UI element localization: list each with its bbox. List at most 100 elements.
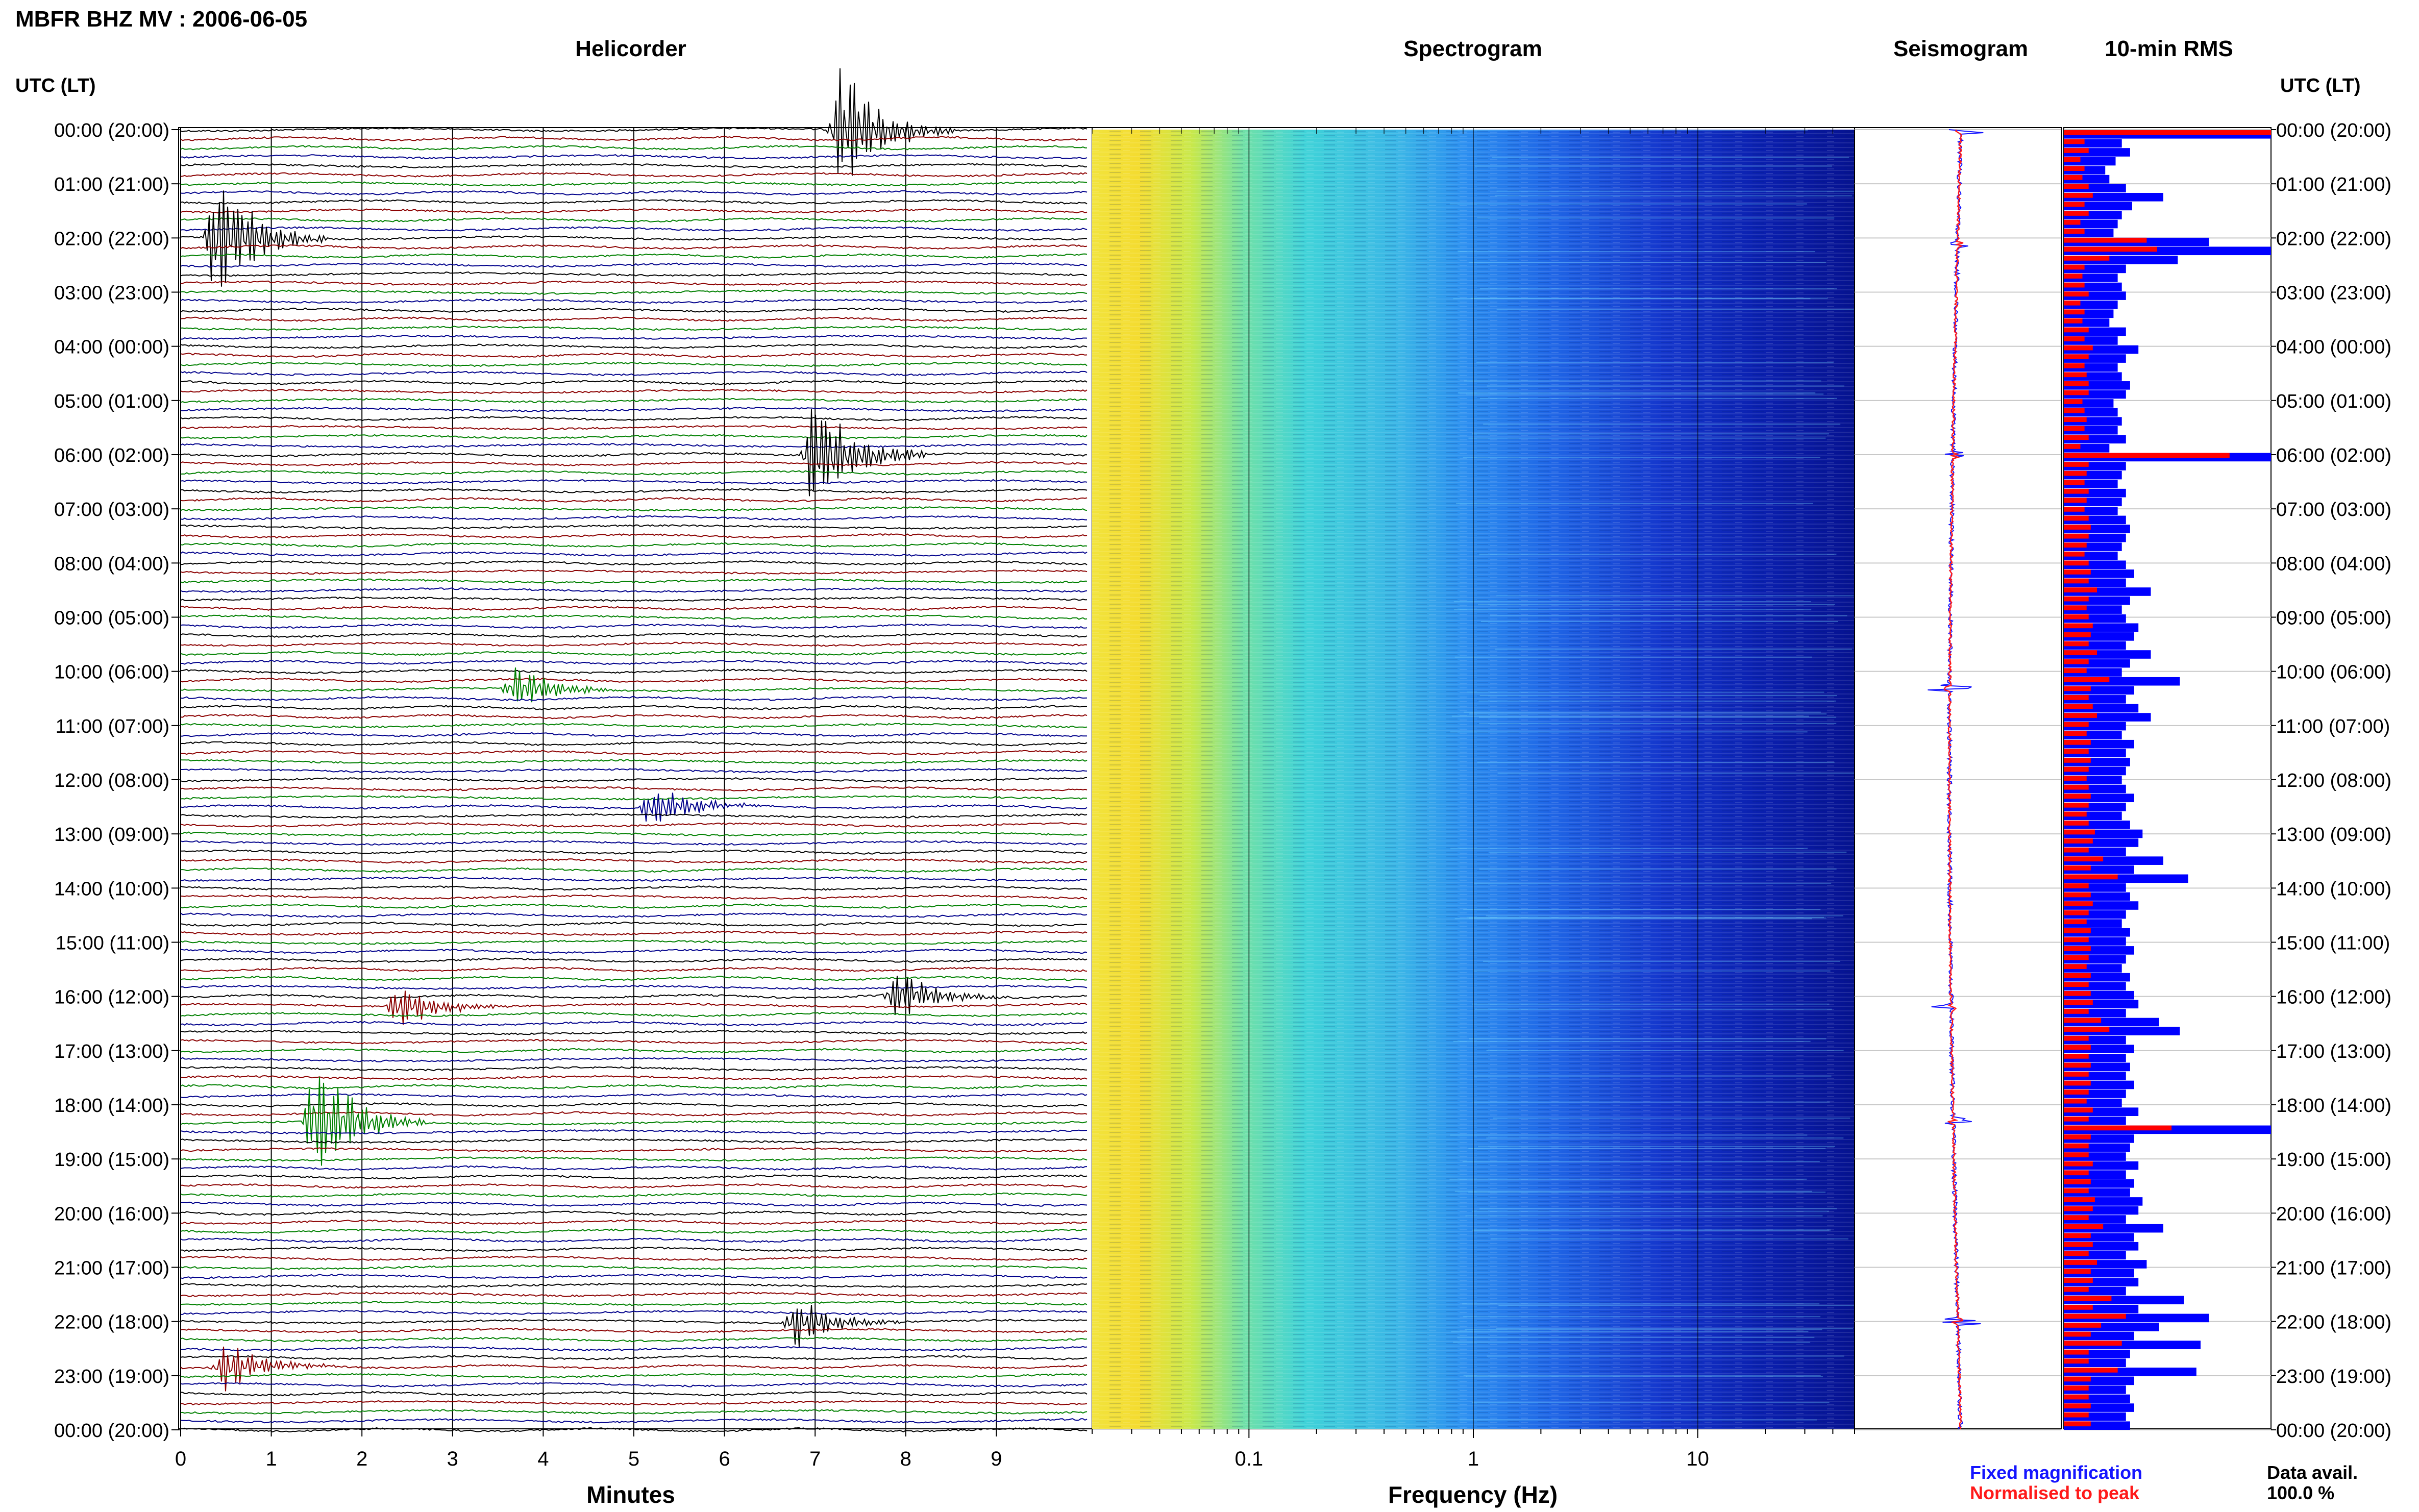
- spectrogram-streak: [1450, 731, 1808, 733]
- helicorder-trace: [180, 1373, 1088, 1379]
- helicorder-trace: [180, 1336, 1088, 1343]
- time-label-left: 19:00 (15:00): [54, 1149, 169, 1171]
- spectrogram-streak: [1491, 1238, 1848, 1240]
- time-label-left: 18:00 (14:00): [54, 1095, 169, 1117]
- spectrogram-streak: [1486, 1137, 1844, 1139]
- rms-bar-normalised: [2064, 372, 2087, 378]
- helicorder-trace: [180, 569, 1088, 575]
- time-label-left: 23:00 (19:00): [54, 1366, 169, 1387]
- rms-bar-normalised: [2064, 157, 2081, 162]
- spectrogram-streak: [1477, 604, 1835, 605]
- rms-bar-normalised: [2064, 1341, 2122, 1346]
- helicorder-trace: [180, 1030, 1088, 1035]
- helicorder-trace: [180, 792, 1088, 822]
- spectrogram-streak: [1479, 716, 1837, 718]
- helicorder-trace: [180, 894, 1088, 900]
- spectrogram-streak: [1456, 503, 1814, 504]
- helicorder-trace: [180, 172, 1088, 178]
- time-label-right: 00:00 (20:00): [2276, 1420, 2391, 1442]
- helicorder-trace: [180, 1255, 1088, 1261]
- rms-bar-normalised: [2064, 1080, 2091, 1086]
- helicorder-trace: [180, 976, 1088, 1015]
- rms-bar-normalised: [2064, 327, 2089, 333]
- helicorder-trace: [180, 1165, 1088, 1171]
- helicorder-x-axis: 0 1 2 3 4 5 6 7 8 9: [175, 1429, 1002, 1470]
- spectrogram-streak: [1472, 433, 1830, 435]
- rms-bar-normalised: [2064, 1296, 2112, 1301]
- rms-bar-normalised: [2064, 462, 2089, 467]
- helicorder-trace: [180, 416, 1088, 422]
- helicorder-trace: [180, 307, 1088, 313]
- rms-bar-normalised: [2064, 1116, 2089, 1122]
- spectrogram-streak: [1458, 392, 1816, 393]
- helicorder-trace: [180, 1301, 1088, 1306]
- helicorder-trace: [180, 1111, 1088, 1117]
- spectrogram-streak: [1472, 1229, 1830, 1231]
- helicorder-trace: [180, 1382, 1088, 1387]
- helicorder-trace: [180, 740, 1088, 747]
- time-label-left: 20:00 (16:00): [54, 1203, 169, 1225]
- spectrogram-streak: [1495, 195, 1853, 196]
- helicorder-trace: [180, 939, 1088, 945]
- rms-bar-normalised: [2064, 928, 2091, 933]
- helicorder-trace: [181, 659, 1088, 665]
- spectrogram-streak: [1469, 917, 1826, 919]
- helicorder-trace: [180, 1147, 1088, 1153]
- time-label-left: 14:00 (10:00): [54, 878, 169, 900]
- time-label-right: 03:00 (23:00): [2276, 283, 2391, 304]
- rms-bar-normalised: [2064, 668, 2087, 674]
- rms-bar-normalised: [2064, 264, 2085, 270]
- time-label-right: 07:00 (03:00): [2276, 499, 2391, 520]
- helicorder-trace: [180, 199, 1088, 205]
- time-label-left: 05:00 (01:00): [54, 391, 169, 412]
- helicorder-trace: [180, 461, 1088, 467]
- rms-bar-normalised: [2064, 919, 2087, 925]
- spectrogram-streak: [1472, 1003, 1830, 1005]
- rms-bar-normalised: [2064, 605, 2087, 611]
- rms-bar-normalised: [2064, 1134, 2091, 1139]
- rms-bar-normalised: [2064, 1376, 2091, 1382]
- time-label-right: 08:00 (04:00): [2276, 553, 2391, 575]
- rms-bar-normalised: [2064, 749, 2089, 754]
- helicorder-trace: [180, 651, 1088, 656]
- helicorder-trace: [180, 632, 1088, 638]
- rms-bar-normalised: [2064, 1161, 2093, 1167]
- helicorder-trace: [180, 1077, 1088, 1166]
- helicorder-trace: [180, 696, 1088, 702]
- time-label-left: 12:00 (08:00): [54, 770, 169, 791]
- rms-bar-normalised: [2064, 1072, 2089, 1077]
- rms-bar-normalised: [2064, 829, 2095, 835]
- minute-tick-label: 0: [175, 1448, 186, 1470]
- spectrogram-streak: [1479, 288, 1837, 289]
- rms-bar-normalised: [2064, 1304, 2093, 1310]
- helicorder-trace: [180, 705, 1088, 710]
- time-label-right: 14:00 (10:00): [2276, 878, 2391, 900]
- rms-bar-normalised: [2064, 345, 2093, 351]
- rms-bar-normalised: [2064, 784, 2089, 790]
- helicorder-trace: [180, 163, 1088, 168]
- helicorder-trace: [180, 903, 1088, 909]
- helicorder-trace: [180, 759, 1088, 764]
- spectrogram-streak: [1459, 1419, 1817, 1421]
- helicorder-trace: [180, 1210, 1088, 1216]
- time-label-right: 19:00 (15:00): [2276, 1149, 2391, 1171]
- spectrogram-streak: [1472, 1101, 1830, 1103]
- spectrogram-title: Spectrogram: [1403, 36, 1542, 61]
- spectrogram-streak: [1487, 1355, 1844, 1357]
- helicorder-trace: [180, 515, 1087, 520]
- time-axis-label-right: UTC (LT): [2280, 75, 2361, 96]
- rms-bar-normalised: [2064, 659, 2089, 664]
- rms-bar-normalised: [2064, 417, 2087, 423]
- spectrogram-streak: [1474, 1008, 1832, 1010]
- rms-bar-normalised: [2064, 973, 2091, 978]
- rms-bar-normalised: [2064, 1367, 2118, 1373]
- time-label-right: 05:00 (01:00): [2276, 391, 2391, 412]
- spectrogram-streak: [1454, 1191, 1812, 1192]
- spectrogram-streak: [1479, 869, 1837, 870]
- rms-bar-normalised: [2064, 453, 2230, 458]
- frequency-tick-label: 1: [1468, 1448, 1479, 1470]
- time-label-right: 20:00 (16:00): [2276, 1203, 2391, 1225]
- helicorder-trace: [180, 1138, 1087, 1144]
- rms-bar-normalised: [2064, 910, 2089, 915]
- spectrogram-streak: [1465, 1215, 1823, 1217]
